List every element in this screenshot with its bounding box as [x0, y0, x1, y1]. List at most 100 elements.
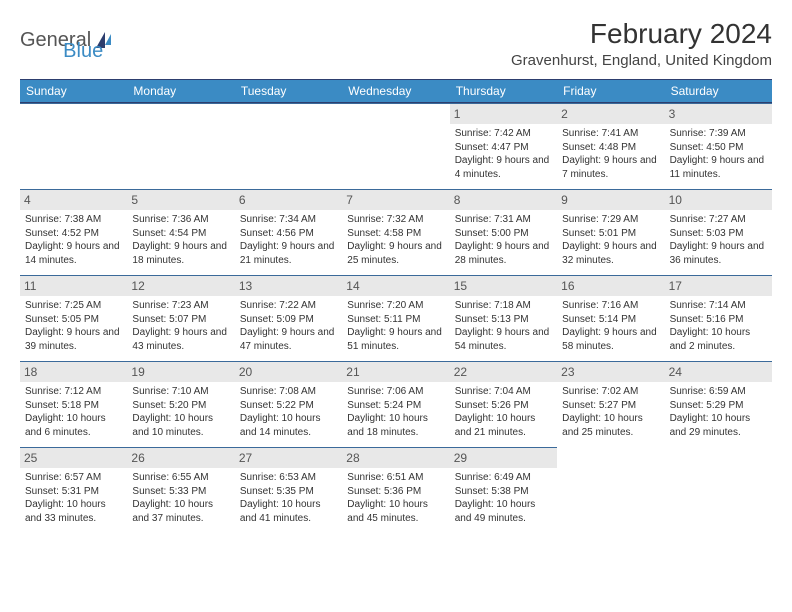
sunset-line: Sunset: 4:50 PM	[670, 141, 767, 155]
day-number: 29	[450, 448, 557, 468]
daylight-line: Daylight: 10 hours and 14 minutes.	[240, 412, 337, 439]
empty-cell	[342, 103, 449, 189]
day-number: 25	[20, 448, 127, 468]
daylight-line: Daylight: 9 hours and 54 minutes.	[455, 326, 552, 353]
day-cell: 5Sunrise: 7:36 AMSunset: 4:54 PMDaylight…	[127, 189, 234, 275]
daylight-line: Daylight: 10 hours and 21 minutes.	[455, 412, 552, 439]
daylight-line: Daylight: 9 hours and 32 minutes.	[562, 240, 659, 267]
sunrise-line: Sunrise: 7:42 AM	[455, 127, 552, 141]
daylight-line: Daylight: 10 hours and 41 minutes.	[240, 498, 337, 525]
day-cell: 10 Sunrise: 7:27 AMSunset: 5:03 PMDayligh…	[665, 189, 772, 275]
daylight-line: Daylight: 9 hours and 4 minutes.	[455, 154, 552, 181]
weekday-header: Sunday	[20, 80, 127, 102]
day-cell: 16Sunrise: 7:16 AMSunset: 5:14 PMDayligh…	[557, 275, 664, 361]
day-number: 4	[20, 190, 127, 210]
day-number: 22	[450, 362, 557, 382]
sunset-line: Sunset: 4:58 PM	[347, 227, 444, 241]
day-number: 18	[20, 362, 127, 382]
day-number: 17	[665, 276, 772, 296]
day-cell: 15 Sunrise: 7:18 AMSunset: 5:13 PMDayligh…	[450, 275, 557, 361]
calendar-body: 1Sunrise: 7:42 AMSunset: 4:47 PMDaylight…	[20, 103, 772, 533]
daylight-line: Daylight: 9 hours and 21 minutes.	[240, 240, 337, 267]
day-number: 24	[665, 362, 772, 382]
day-cell: 1Sunrise: 7:42 AMSunset: 4:47 PMDaylight…	[450, 103, 557, 189]
sunrise-line: Sunrise: 7:31 AM	[455, 213, 552, 227]
day-cell: 24Sunrise: 6:59 AMSunset: 5:29 PMDayligh…	[665, 361, 772, 447]
day-cell: 20Sunrise: 7:08 AMSunset: 5:22 PMDayligh…	[235, 361, 342, 447]
daylight-line: Daylight: 10 hours and 33 minutes.	[25, 498, 122, 525]
day-number: 10	[665, 190, 772, 210]
sunset-line: Sunset: 4:52 PM	[25, 227, 122, 241]
daylight-line: Daylight: 10 hours and 45 minutes.	[347, 498, 444, 525]
sunset-line: Sunset: 5:00 PM	[455, 227, 552, 241]
day-number: 2	[557, 104, 664, 124]
weekday-header: Saturday	[665, 80, 772, 102]
sunset-line: Sunset: 5:03 PM	[670, 227, 767, 241]
logo-text-blue: Blue	[63, 40, 103, 63]
page-title: February 2024	[511, 18, 772, 50]
day-cell: 13Sunrise: 7:22 AMSunset: 5:09 PMDayligh…	[235, 275, 342, 361]
sunrise-line: Sunrise: 7:36 AM	[132, 213, 229, 227]
sunrise-line: Sunrise: 7:25 AM	[25, 299, 122, 313]
day-number: 1	[450, 104, 557, 124]
weekday-header: Wednesday	[342, 80, 449, 102]
sunset-line: Sunset: 5:13 PM	[455, 313, 552, 327]
sunset-line: Sunset: 5:22 PM	[240, 399, 337, 413]
sunrise-line: Sunrise: 7:41 AM	[562, 127, 659, 141]
day-cell: 2Sunrise: 7:41 AMSunset: 4:48 PMDaylight…	[557, 103, 664, 189]
daylight-line: Daylight: 10 hours and 2 minutes.	[670, 326, 767, 353]
sunrise-line: Sunrise: 7:16 AM	[562, 299, 659, 313]
daylight-line: Daylight: 10 hours and 6 minutes.	[25, 412, 122, 439]
day-cell: 3Sunrise: 7:39 AMSunset: 4:50 PMDaylight…	[665, 103, 772, 189]
day-number: 8	[450, 190, 557, 210]
sunrise-line: Sunrise: 7:22 AM	[240, 299, 337, 313]
day-cell: 19Sunrise: 7:10 AMSunset: 5:20 PMDayligh…	[127, 361, 234, 447]
header: General Blue February 2024 Gravenhurst, …	[20, 18, 772, 69]
daylight-line: Daylight: 9 hours and 47 minutes.	[240, 326, 337, 353]
daylight-line: Daylight: 10 hours and 37 minutes.	[132, 498, 229, 525]
sunset-line: Sunset: 5:31 PM	[25, 485, 122, 499]
day-number: 27	[235, 448, 342, 468]
day-number: 26	[127, 448, 234, 468]
sunrise-line: Sunrise: 7:34 AM	[240, 213, 337, 227]
sunrise-line: Sunrise: 7:10 AM	[132, 385, 229, 399]
sunrise-line: Sunrise: 7:12 AM	[25, 385, 122, 399]
sunrise-line: Sunrise: 7:39 AM	[670, 127, 767, 141]
sunrise-line: Sunrise: 6:55 AM	[132, 471, 229, 485]
sunset-line: Sunset: 5:11 PM	[347, 313, 444, 327]
day-number: 20	[235, 362, 342, 382]
day-number: 13	[235, 276, 342, 296]
day-cell: 29Sunrise: 6:49 AMSunset: 5:38 PMDayligh…	[450, 447, 557, 533]
day-number: 7	[342, 190, 449, 210]
day-cell: 26 Sunrise: 6:55 AMSunset: 5:33 PMDayligh…	[127, 447, 234, 533]
sunset-line: Sunset: 5:24 PM	[347, 399, 444, 413]
sunset-line: Sunset: 5:16 PM	[670, 313, 767, 327]
sunset-line: Sunset: 5:33 PM	[132, 485, 229, 499]
daylight-line: Daylight: 9 hours and 36 minutes.	[670, 240, 767, 267]
day-cell: 9Sunrise: 7:29 AMSunset: 5:01 PMDaylight…	[557, 189, 664, 275]
sunset-line: Sunset: 5:29 PM	[670, 399, 767, 413]
daylight-line: Daylight: 9 hours and 28 minutes.	[455, 240, 552, 267]
day-cell: 27Sunrise: 6:53 AMSunset: 5:35 PMDayligh…	[235, 447, 342, 533]
empty-cell	[235, 103, 342, 189]
sunrise-line: Sunrise: 7:20 AM	[347, 299, 444, 313]
daylight-line: Daylight: 9 hours and 7 minutes.	[562, 154, 659, 181]
sunrise-line: Sunrise: 7:27 AM	[670, 213, 767, 227]
daylight-line: Daylight: 9 hours and 14 minutes.	[25, 240, 122, 267]
sunrise-line: Sunrise: 7:06 AM	[347, 385, 444, 399]
weekday-header: Monday	[127, 80, 234, 102]
sunrise-line: Sunrise: 7:02 AM	[562, 385, 659, 399]
weekday-header: Tuesday	[235, 80, 342, 102]
sunset-line: Sunset: 5:01 PM	[562, 227, 659, 241]
logo: General Blue	[20, 18, 103, 63]
day-number: 3	[665, 104, 772, 124]
daylight-line: Daylight: 9 hours and 25 minutes.	[347, 240, 444, 267]
daylight-line: Daylight: 10 hours and 29 minutes.	[670, 412, 767, 439]
day-number: 15	[450, 276, 557, 296]
day-number: 11	[20, 276, 127, 296]
sunrise-line: Sunrise: 7:18 AM	[455, 299, 552, 313]
day-cell: 18Sunrise: 7:12 AMSunset: 5:18 PMDayligh…	[20, 361, 127, 447]
sunrise-line: Sunrise: 7:32 AM	[347, 213, 444, 227]
day-cell: 23Sunrise: 7:02 AMSunset: 5:27 PMDayligh…	[557, 361, 664, 447]
sunrise-line: Sunrise: 7:23 AM	[132, 299, 229, 313]
